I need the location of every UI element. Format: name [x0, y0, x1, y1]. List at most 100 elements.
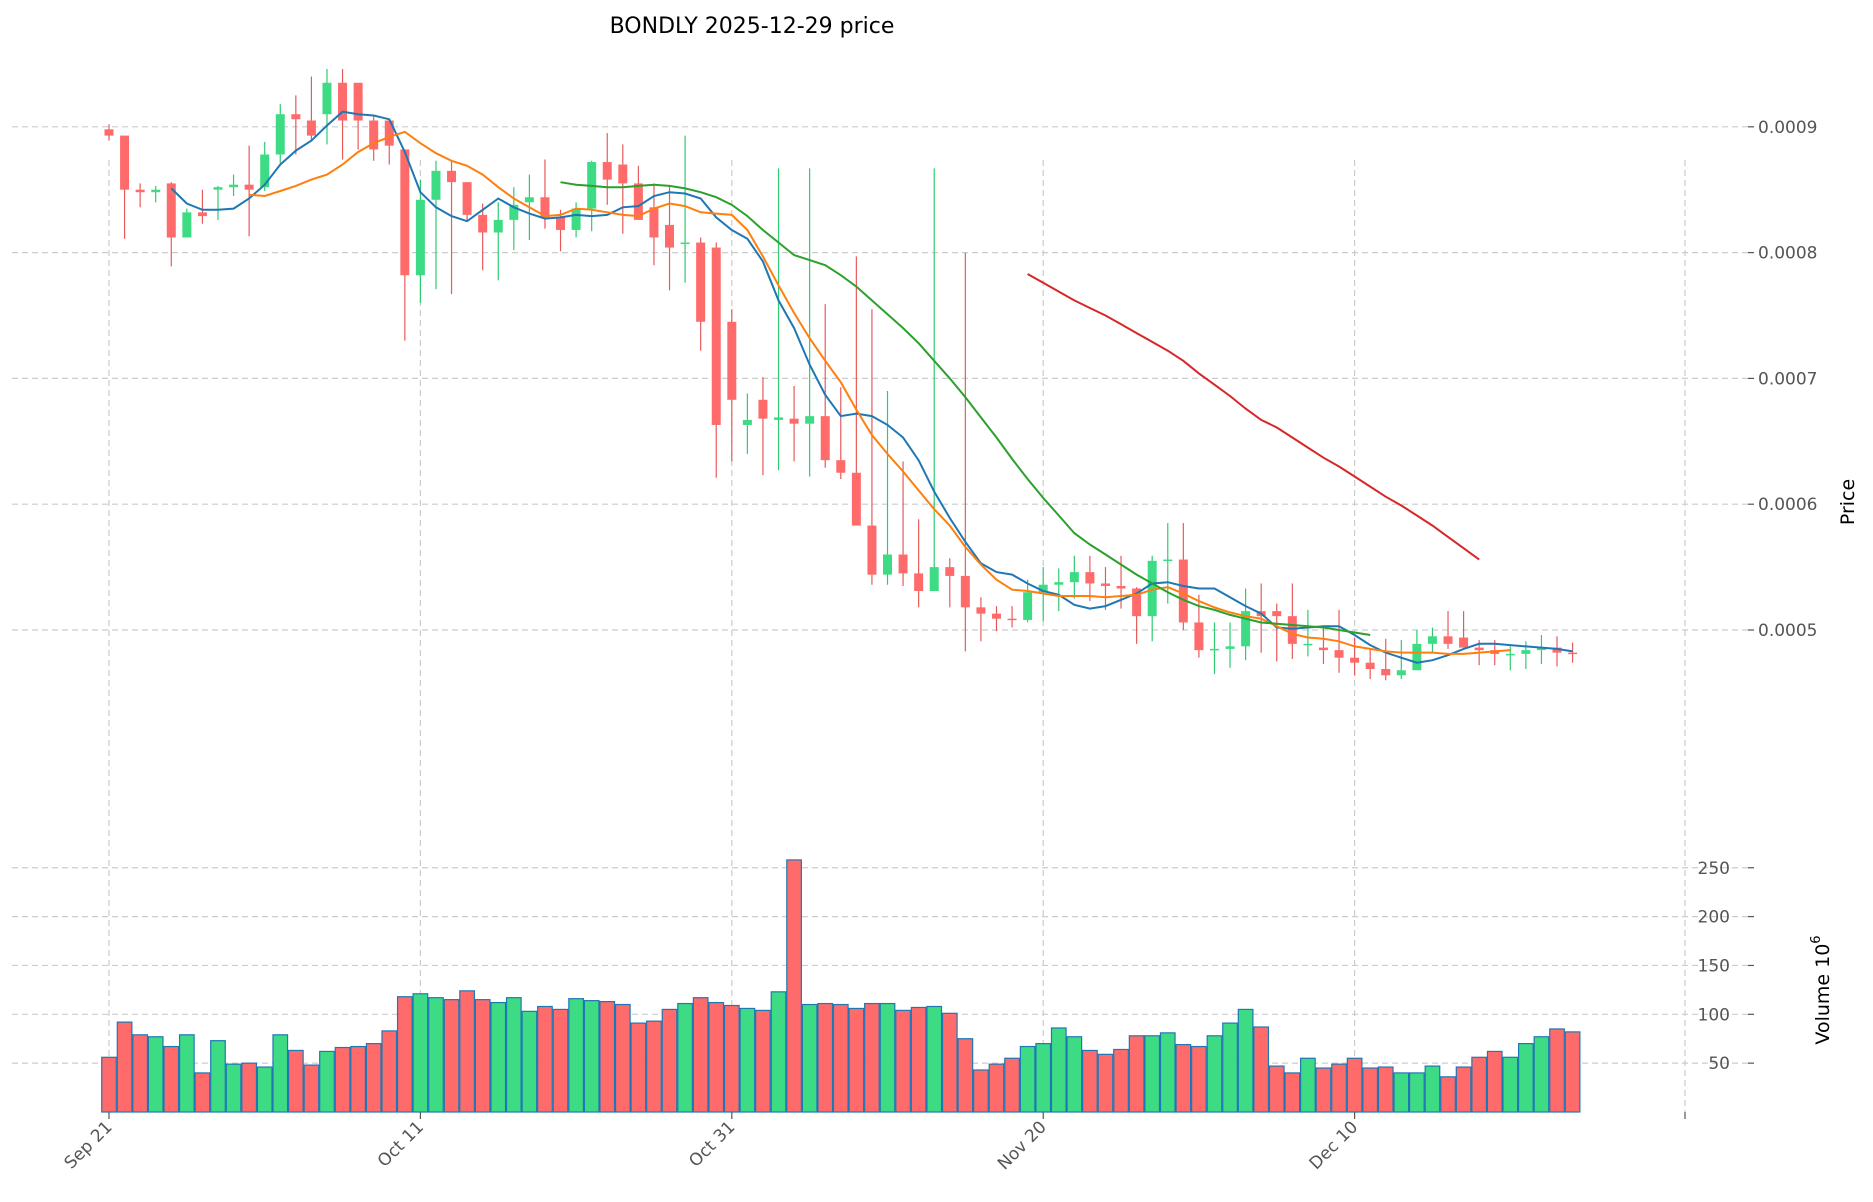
candle-body	[1007, 618, 1017, 621]
volume-bar	[1019, 1045, 1036, 1113]
volume-bar	[1082, 1049, 1098, 1113]
volume-bar	[210, 1040, 226, 1113]
volume-bar	[505, 997, 522, 1113]
volume-bar	[552, 1008, 569, 1113]
candle-body	[415, 199, 425, 276]
volume-bar	[225, 1063, 242, 1113]
volume-bar	[614, 1003, 631, 1113]
candle-body	[805, 416, 815, 424]
volume-bar	[381, 1030, 398, 1113]
candle-body	[711, 247, 721, 425]
price-axis-label: Price	[1837, 479, 1859, 525]
price-tick-label: 0.0009	[1758, 118, 1817, 138]
candle-body	[680, 242, 690, 245]
volume-bar	[583, 1000, 600, 1113]
volume-tick-label: 200	[1698, 908, 1730, 928]
candle-body	[229, 184, 239, 188]
candle-body	[976, 607, 986, 614]
candle-body	[1132, 588, 1142, 617]
candle-body	[1225, 646, 1235, 649]
volume-bar	[1050, 1027, 1067, 1113]
candle-body	[851, 472, 861, 526]
volume-bar	[1284, 1072, 1301, 1113]
volume-bar	[1206, 1035, 1223, 1113]
candle-body	[774, 417, 784, 420]
candle-body	[602, 162, 612, 180]
candle-body	[509, 204, 519, 220]
candle-body	[1552, 647, 1562, 653]
volume-bar	[755, 1009, 771, 1113]
candle-body	[1116, 585, 1126, 589]
volume-axis-label: Volume 106	[1809, 935, 1834, 1044]
volume-bar	[1128, 1035, 1145, 1113]
volume-bar	[147, 1036, 164, 1113]
volume-bar	[1035, 1043, 1052, 1113]
candle-body	[1568, 652, 1578, 655]
x-tick-label: Dec 10	[1306, 1117, 1363, 1174]
volume-bar	[1253, 1026, 1270, 1113]
price-tick-label: 0.0008	[1758, 244, 1817, 264]
candle-body	[898, 554, 908, 574]
candle-body	[1023, 592, 1033, 620]
volume-bar	[1362, 1067, 1379, 1113]
volume-bar	[537, 1005, 553, 1113]
volume-bar	[1004, 1057, 1020, 1113]
volume-bar	[365, 1043, 382, 1113]
volume-bar	[739, 1007, 756, 1113]
candle-body	[1381, 668, 1391, 676]
candle-body	[478, 214, 488, 233]
candle-body	[400, 149, 410, 276]
candle-body	[1085, 572, 1095, 584]
volume-bar	[303, 1064, 320, 1113]
volume-bar	[1502, 1056, 1519, 1113]
volume-bar	[256, 1066, 273, 1113]
volume-bar	[1222, 1022, 1238, 1113]
candle-body	[883, 554, 892, 575]
candle-body	[665, 224, 675, 248]
volume-tick-label: 50	[1708, 1054, 1730, 1074]
x-tick-label: Nov 20	[994, 1117, 1051, 1174]
volume-bar	[490, 1001, 507, 1113]
volume-bar	[1315, 1067, 1332, 1113]
volume-bar	[194, 1072, 211, 1113]
volume-bar	[287, 1049, 304, 1113]
candle-body	[1194, 622, 1204, 651]
candle-body	[353, 82, 363, 121]
candle-body	[213, 187, 223, 190]
candle-body	[540, 197, 550, 218]
volume-bar	[1549, 1028, 1565, 1113]
volume-bar	[1346, 1057, 1363, 1113]
candle-body	[556, 217, 566, 230]
volume-bar	[630, 1022, 647, 1113]
candle-body	[742, 419, 752, 425]
candle-body	[1178, 559, 1188, 623]
volume-bar	[1471, 1056, 1488, 1113]
candle-body	[369, 120, 379, 150]
candle-body	[1474, 647, 1484, 651]
candle-body	[447, 170, 457, 183]
volume-bar	[1300, 1057, 1316, 1113]
candle-body	[1365, 662, 1375, 669]
candle-body	[1427, 636, 1437, 644]
candle-body	[1163, 559, 1173, 562]
candle-body	[1209, 648, 1219, 651]
volume-bar	[1408, 1072, 1425, 1113]
candle-body	[151, 189, 161, 193]
candle-body	[1334, 650, 1344, 658]
volume-bar	[459, 990, 475, 1113]
volume-bar	[895, 1009, 911, 1113]
candle-body	[1303, 643, 1313, 646]
candle-body	[945, 567, 955, 576]
candle-body	[120, 135, 130, 190]
volume-bar	[1533, 1036, 1550, 1113]
volume-bar	[163, 1045, 180, 1113]
volume-bar	[178, 1034, 195, 1113]
candle-body	[1412, 643, 1422, 671]
price-tick-label: 0.0007	[1758, 369, 1817, 389]
volume-bar	[1159, 1032, 1176, 1113]
candle-body	[135, 189, 145, 193]
candle-body	[649, 207, 659, 238]
candle-body	[384, 120, 394, 146]
volume-bar	[1144, 1035, 1161, 1113]
